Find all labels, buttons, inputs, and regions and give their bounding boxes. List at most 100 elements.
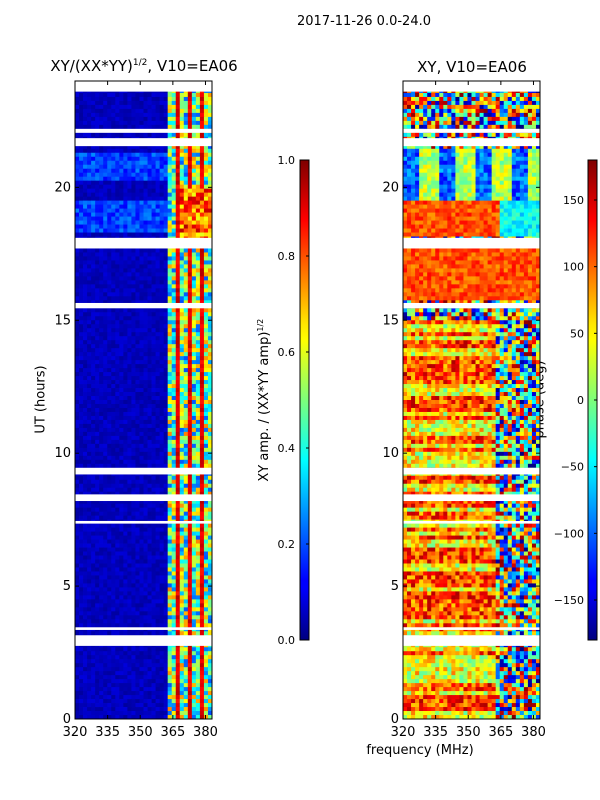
amp-heat-cell — [179, 407, 185, 413]
amp-heat-cell — [75, 104, 80, 110]
amp-heat-cell — [139, 260, 144, 265]
amp-heat-cell — [175, 419, 181, 425]
amp-heat-cell — [135, 204, 140, 209]
amp-heat-cell — [183, 535, 189, 540]
amp-heat-cell — [111, 384, 116, 389]
amp-heat-cell — [99, 583, 104, 588]
amp-heat-cell — [195, 284, 201, 289]
amp-heat-cell — [187, 507, 193, 513]
amp-heat-cell — [111, 611, 116, 616]
amp-heat-cell — [155, 507, 161, 513]
amp-heat-cell — [143, 507, 148, 513]
amp-heat-cell — [207, 312, 213, 317]
amp-heat-cell — [187, 587, 193, 592]
amp-heat-cell — [151, 384, 156, 389]
amp-heat-cell — [103, 148, 108, 154]
amp-heat-cell — [99, 659, 104, 664]
amp-heat-cell — [203, 272, 209, 277]
amp-heat-cell — [207, 296, 213, 301]
amp-heat-cell — [159, 619, 165, 624]
amp-heat-cell — [203, 208, 209, 213]
amp-heat-cell — [167, 575, 173, 580]
amp-heat-cell — [135, 396, 140, 401]
amp-heat-cell — [167, 607, 173, 612]
amp-heat-cell — [91, 228, 96, 233]
amp-heat-cell — [95, 256, 100, 261]
amp-heat-cell — [147, 252, 152, 257]
amp-heat-cell — [151, 276, 156, 281]
amp-heat-cell — [175, 575, 181, 580]
amp-heat-cell — [179, 559, 185, 564]
amp-heat-cell — [207, 148, 213, 154]
amp-heat-cell — [195, 435, 201, 441]
amp-heat-cell — [159, 411, 165, 417]
amp-heat-cell — [115, 260, 120, 265]
amp-heat-cell — [191, 459, 197, 465]
amp-heat-cell — [159, 264, 165, 269]
amp-heat-cell — [159, 300, 165, 305]
amp-heat-cell — [135, 168, 140, 174]
amp-heat-cell — [147, 116, 152, 122]
amp-heat-cell — [75, 547, 80, 552]
amp-heat-cell — [95, 352, 100, 357]
amp-heat-cell — [159, 232, 165, 237]
amp-heat-cell — [151, 264, 156, 269]
amp-heat-cell — [83, 360, 88, 365]
amp-heat-cell — [115, 132, 120, 138]
amp-heat-cell — [207, 196, 213, 202]
amp-heat-cell — [119, 268, 124, 273]
amp-heat-cell — [83, 156, 88, 162]
amp-heat-cell — [91, 447, 96, 453]
amp-heat-cell — [163, 168, 169, 174]
amp-heat-cell — [155, 443, 161, 449]
amp-heat-cell — [111, 599, 116, 604]
amp-heat-cell — [171, 631, 177, 636]
amp-heat-cell — [167, 292, 173, 297]
amp-heat-cell — [123, 423, 128, 429]
amp-heat-cell — [155, 156, 161, 162]
amp-heat-cell — [139, 276, 144, 281]
amp-heat-cell — [175, 152, 181, 158]
amp-heat-cell — [135, 567, 140, 572]
amp-heat-cell — [151, 655, 156, 660]
amp-heat-cell — [183, 264, 189, 269]
amp-heat-cell — [179, 591, 185, 596]
amp-heat-cell — [175, 212, 181, 217]
amp-heat-cell — [151, 104, 156, 110]
amp-heat-cell — [99, 388, 104, 393]
amp-heat-cell — [147, 507, 152, 513]
amp-heat-cell — [131, 403, 136, 409]
amp-heat-cell — [139, 535, 144, 540]
amp-heat-cell — [187, 543, 193, 548]
amp-heat-cell — [207, 288, 213, 293]
amp-heat-cell — [139, 551, 144, 556]
amp-heat-cell — [195, 503, 201, 509]
amp-heat-cell — [179, 487, 185, 493]
amp-heat-cell — [95, 411, 100, 417]
amp-heat-cell — [151, 208, 156, 213]
amp-heat-cell — [131, 360, 136, 365]
amp-heat-cell — [115, 527, 120, 532]
amp-heat-cell — [79, 384, 84, 389]
amp-heat-cell — [111, 575, 116, 580]
amp-heat-cell — [115, 192, 120, 198]
amp-heat-cell — [79, 423, 84, 429]
amp-heat-cell — [83, 296, 88, 301]
amp-heat-cell — [163, 447, 169, 453]
amp-heat-cell — [139, 328, 144, 333]
amp-heat-cell — [155, 411, 161, 417]
amp-heat-cell — [183, 631, 189, 636]
amp-heat-cell — [191, 583, 197, 588]
amp-heat-cell — [75, 228, 80, 233]
amp-heat-cell — [175, 659, 181, 664]
amp-heat-cell — [131, 571, 136, 576]
amp-heat-cell — [175, 607, 181, 612]
amp-heat-cell — [179, 208, 185, 213]
amp-heat-cell — [143, 176, 148, 182]
amp-heat-cell — [207, 192, 213, 198]
amp-heat-cell — [207, 332, 213, 337]
amp-heat-cell — [143, 356, 148, 361]
amp-heat-cell — [123, 260, 128, 265]
amp-heat-cell — [167, 515, 173, 521]
amp-heat-cell — [179, 284, 185, 289]
